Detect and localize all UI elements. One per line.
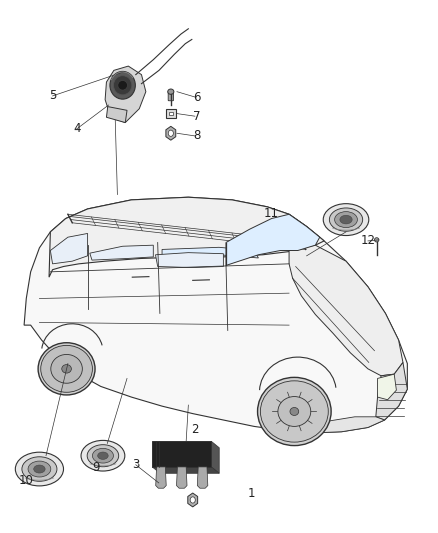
Polygon shape: [156, 467, 166, 488]
Text: 3: 3: [132, 458, 139, 471]
Text: 12: 12: [360, 235, 375, 247]
Polygon shape: [106, 107, 127, 123]
Polygon shape: [177, 467, 187, 488]
Text: 9: 9: [92, 462, 100, 474]
Text: 10: 10: [19, 474, 34, 487]
Text: 2: 2: [191, 423, 199, 435]
Ellipse shape: [28, 461, 51, 477]
Polygon shape: [289, 245, 403, 376]
Ellipse shape: [260, 381, 328, 442]
Ellipse shape: [41, 345, 92, 392]
Ellipse shape: [51, 354, 82, 383]
Ellipse shape: [38, 343, 95, 395]
Ellipse shape: [15, 452, 64, 486]
Ellipse shape: [110, 71, 135, 99]
Ellipse shape: [323, 204, 369, 236]
Polygon shape: [166, 126, 176, 140]
Polygon shape: [24, 197, 407, 433]
Ellipse shape: [278, 397, 311, 426]
Polygon shape: [188, 493, 198, 507]
Ellipse shape: [168, 89, 174, 94]
Polygon shape: [50, 233, 88, 264]
Polygon shape: [152, 441, 211, 467]
Ellipse shape: [113, 76, 132, 95]
FancyBboxPatch shape: [168, 91, 173, 101]
Ellipse shape: [258, 377, 331, 446]
Ellipse shape: [335, 212, 357, 228]
Text: 4: 4: [73, 123, 81, 135]
Polygon shape: [152, 467, 219, 473]
Polygon shape: [162, 247, 258, 258]
Polygon shape: [378, 374, 396, 400]
Ellipse shape: [62, 365, 71, 373]
Text: 1: 1: [248, 487, 256, 499]
Bar: [166, 109, 176, 118]
Polygon shape: [90, 245, 153, 260]
Ellipse shape: [118, 80, 127, 90]
Polygon shape: [211, 441, 219, 473]
Ellipse shape: [22, 457, 57, 481]
Text: 7: 7: [193, 110, 201, 123]
Polygon shape: [226, 214, 320, 265]
Polygon shape: [376, 362, 407, 420]
Ellipse shape: [81, 440, 125, 471]
Ellipse shape: [290, 407, 299, 416]
Circle shape: [190, 497, 195, 503]
Text: 11: 11: [264, 207, 279, 220]
Ellipse shape: [98, 452, 108, 459]
Ellipse shape: [87, 445, 119, 467]
Polygon shape: [105, 66, 146, 123]
Text: 8: 8: [194, 130, 201, 142]
Ellipse shape: [340, 215, 352, 224]
Text: 5: 5: [49, 90, 56, 102]
Polygon shape: [197, 467, 208, 488]
Polygon shape: [155, 253, 223, 268]
Ellipse shape: [329, 208, 363, 231]
Ellipse shape: [374, 238, 379, 242]
Ellipse shape: [92, 448, 113, 463]
Polygon shape: [307, 417, 385, 433]
Circle shape: [168, 130, 173, 136]
Polygon shape: [49, 197, 324, 277]
Bar: [169, 111, 173, 116]
Text: 6: 6: [193, 91, 201, 103]
Ellipse shape: [34, 465, 45, 473]
